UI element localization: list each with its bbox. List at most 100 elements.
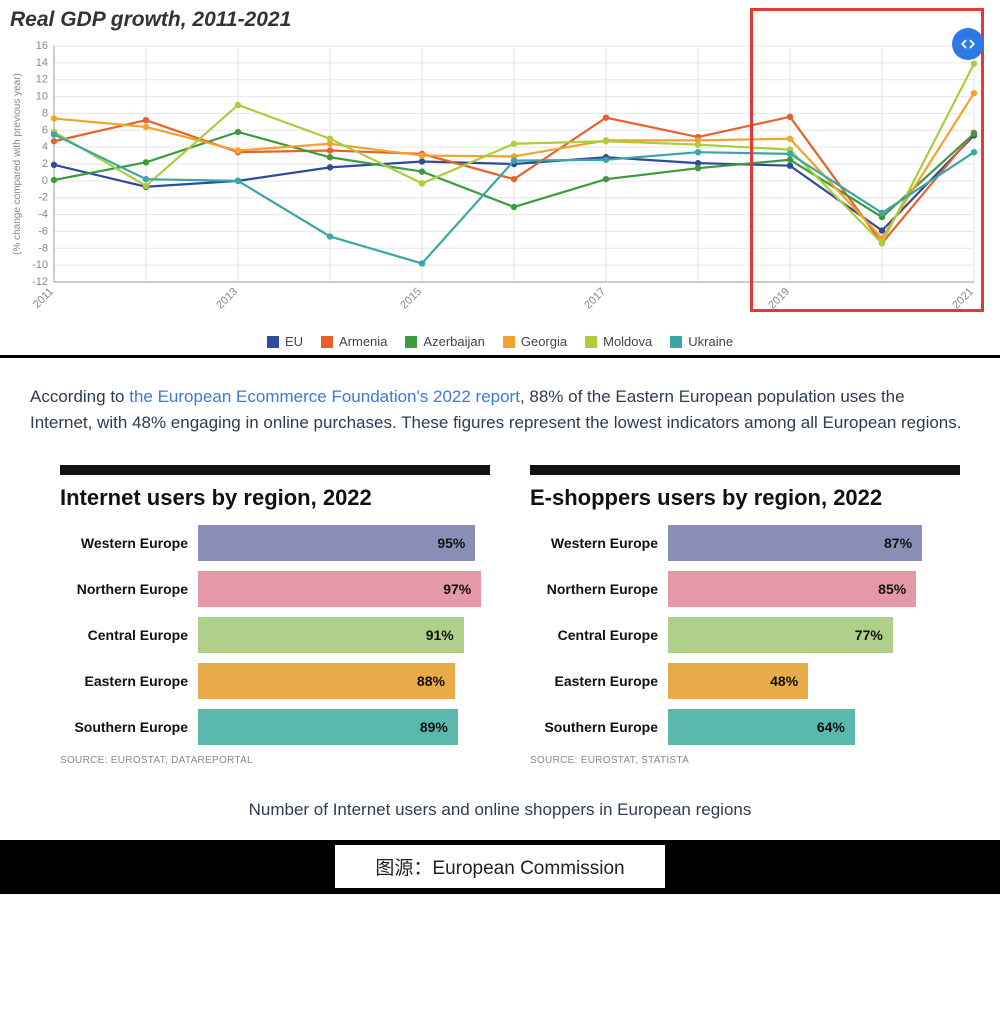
- svg-text:8: 8: [42, 107, 48, 119]
- legend-label: Armenia: [339, 334, 387, 349]
- legend-swatch: [405, 336, 417, 348]
- embed-button[interactable]: [952, 28, 984, 60]
- bar-fill: 91%: [198, 617, 464, 653]
- legend-swatch: [670, 336, 682, 348]
- bar-row: Eastern Europe 88%: [60, 663, 490, 699]
- bar-track: 91%: [198, 617, 490, 653]
- bar-fill: 85%: [668, 571, 916, 607]
- gdp-line-chart: -12-10-8-6-4-202468101214162011201320152…: [6, 38, 994, 328]
- svg-text:14: 14: [36, 57, 48, 69]
- bar-track: 89%: [198, 709, 490, 745]
- bar-track: 48%: [668, 663, 960, 699]
- bar-row: Central Europe 77%: [530, 617, 960, 653]
- gdp-chart-title: Real GDP growth, 2011-2021: [10, 8, 994, 32]
- bar-chart: E-shoppers users by region, 2022 Western…: [530, 465, 960, 766]
- bar-track: 97%: [198, 571, 490, 607]
- report-link[interactable]: the European Ecommerce Foundation's 2022…: [129, 387, 520, 406]
- bar-fill: 95%: [198, 525, 475, 561]
- svg-text:2017: 2017: [582, 286, 608, 312]
- bar-source: SOURCE: EUROSTAT, DATAREPORTAL: [60, 755, 490, 766]
- bar-row: Northern Europe 97%: [60, 571, 490, 607]
- source-label: 图源：: [375, 858, 432, 879]
- svg-text:10: 10: [36, 91, 48, 103]
- bar-label: Central Europe: [60, 627, 198, 643]
- source-box: 图源：European Commission: [334, 844, 665, 889]
- legend-label: Azerbaijan: [423, 334, 484, 349]
- svg-text:-4: -4: [38, 209, 48, 221]
- svg-text:-2: -2: [38, 192, 48, 204]
- svg-text:2011: 2011: [31, 286, 56, 311]
- svg-text:2015: 2015: [398, 286, 424, 312]
- para-text-pre: According to: [30, 387, 129, 406]
- legend-label: Moldova: [603, 334, 652, 349]
- bar-fill: 77%: [668, 617, 893, 653]
- bar-fill: 89%: [198, 709, 458, 745]
- legend-item: EU: [267, 334, 303, 349]
- svg-text:-10: -10: [32, 259, 48, 271]
- bar-row: Western Europe 87%: [530, 525, 960, 561]
- source-value: European Commission: [432, 858, 624, 879]
- legend-swatch: [585, 336, 597, 348]
- bar-source: SOURCE: EUROSTAT, STATISTA: [530, 755, 960, 766]
- svg-text:2013: 2013: [214, 286, 240, 312]
- bar-track: 88%: [198, 663, 490, 699]
- svg-text:2: 2: [42, 158, 48, 170]
- bar-fill: 88%: [198, 663, 455, 699]
- bar-row: Eastern Europe 48%: [530, 663, 960, 699]
- legend-label: Ukraine: [688, 334, 733, 349]
- bar-label: Eastern Europe: [530, 673, 668, 689]
- footer-strip: 图源：European Commission: [0, 840, 1000, 894]
- bar-label: Western Europe: [60, 535, 198, 551]
- svg-text:(% change compared with previo: (% change compared with previous year): [12, 73, 23, 255]
- bar-label: Southern Europe: [530, 719, 668, 735]
- bar-label: Northern Europe: [530, 581, 668, 597]
- svg-text:12: 12: [36, 74, 48, 86]
- bar-row: Northern Europe 85%: [530, 571, 960, 607]
- legend-swatch: [321, 336, 333, 348]
- svg-text:-6: -6: [38, 225, 48, 237]
- bar-label: Western Europe: [530, 535, 668, 551]
- bar-row: Southern Europe 64%: [530, 709, 960, 745]
- svg-text:-12: -12: [32, 276, 48, 288]
- legend-item: Georgia: [503, 334, 567, 349]
- legend-item: Armenia: [321, 334, 387, 349]
- bar-track: 85%: [668, 571, 960, 607]
- bar-track: 87%: [668, 525, 960, 561]
- bar-label: Eastern Europe: [60, 673, 198, 689]
- gdp-legend: EU Armenia Azerbaijan Georgia Moldova Ukraine: [6, 334, 994, 349]
- svg-text:4: 4: [42, 141, 48, 153]
- bar-row: Western Europe 95%: [60, 525, 490, 561]
- legend-label: Georgia: [521, 334, 567, 349]
- bar-chart: Internet users by region, 2022 Western E…: [60, 465, 490, 766]
- body-paragraph: According to the European Ecommerce Foun…: [0, 358, 1000, 455]
- bar-label: Central Europe: [530, 627, 668, 643]
- legend-item: Moldova: [585, 334, 652, 349]
- legend-item: Ukraine: [670, 334, 733, 349]
- legend-label: EU: [285, 334, 303, 349]
- legend-swatch: [267, 336, 279, 348]
- svg-text:16: 16: [36, 40, 48, 52]
- bars-caption: Number of Internet users and online shop…: [0, 786, 1000, 840]
- bar-row: Central Europe 91%: [60, 617, 490, 653]
- bar-chart-title: E-shoppers users by region, 2022: [530, 485, 960, 511]
- legend-item: Azerbaijan: [405, 334, 484, 349]
- bar-row: Southern Europe 89%: [60, 709, 490, 745]
- bar-fill: 97%: [198, 571, 481, 607]
- bar-charts-section: Internet users by region, 2022 Western E…: [0, 455, 1000, 786]
- bar-chart-title: Internet users by region, 2022: [60, 485, 490, 511]
- bar-fill: 48%: [668, 663, 808, 699]
- bar-fill: 64%: [668, 709, 855, 745]
- bar-rule: [60, 465, 490, 475]
- svg-text:2021: 2021: [950, 286, 976, 312]
- bar-fill: 87%: [668, 525, 922, 561]
- gdp-chart-section: Real GDP growth, 2011-2021 -12-10-8-6-4-…: [0, 0, 1000, 358]
- bar-label: Northern Europe: [60, 581, 198, 597]
- legend-swatch: [503, 336, 515, 348]
- bar-track: 64%: [668, 709, 960, 745]
- svg-text:0: 0: [42, 175, 48, 187]
- svg-text:6: 6: [42, 124, 48, 136]
- bar-track: 95%: [198, 525, 490, 561]
- svg-text:2019: 2019: [766, 286, 792, 312]
- bar-track: 77%: [668, 617, 960, 653]
- bar-label: Southern Europe: [60, 719, 198, 735]
